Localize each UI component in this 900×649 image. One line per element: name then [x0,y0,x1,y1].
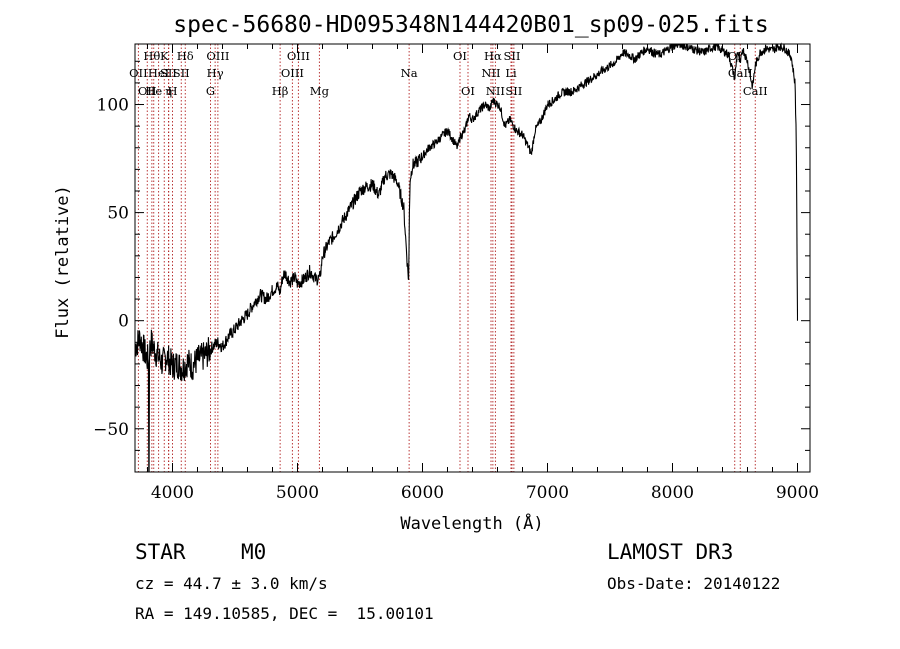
spectral-line-label: SII [504,49,521,63]
y-tick-label: 0 [118,312,129,332]
survey-name: LAMOST DR3 [607,540,734,564]
spectral-line-label: SII [505,84,522,98]
spectral-line-label: OIII [206,49,229,63]
x-tick-label: 7000 [526,483,569,503]
spectral-line-label: Hθ [143,49,160,63]
spectral-line-label: OI [461,84,475,98]
spectral-line-label: η [165,84,172,98]
spectral-line-label: OIII [281,66,304,80]
spectral-line-label: He [145,84,162,98]
y-axis-ticks: −50 0 50 100 [93,60,810,451]
spectral-line-label: OII [129,66,148,80]
coordinates: RA = 149.10585, DEC = 15.00101 [135,604,434,623]
spectral-line-label: OII [138,84,157,98]
spectral-line-label: Hδ [177,49,194,63]
spectral-line-label: Mg [310,84,330,98]
y-tick-label: 100 [97,96,129,116]
spectral-line-label: H [167,84,177,98]
x-axis-label: Wavelength (Å) [400,512,543,534]
spectral-line-label: SII [160,66,177,80]
spectral-line-label: Hγ [207,66,224,80]
spectral-line-label: OIII [287,49,310,63]
x-tick-label: 6000 [401,483,444,503]
spectral-line-label: NII [486,84,505,98]
x-axis-ticks: 4000 5000 6000 7000 8000 9000 [147,44,819,503]
spectral-line-label: Hα [484,49,502,63]
redshift-velocity: cz = 44.7 ± 3.0 km/s [135,574,328,593]
observation-date: Obs-Date: 20140122 [607,574,781,593]
x-tick-label: 9000 [776,483,819,503]
spectral-line-label: NII [481,66,500,80]
spectral-line-labels: OIIOIIHθHeHeIKηSIIHSIIHδGHγOIIIHβOIIIOII… [129,49,768,98]
spectral-line-label: Na [401,66,418,80]
spectral-line-label: HeI [148,66,169,80]
spectrum-line [135,44,797,472]
spectral-line-label: K [160,49,169,63]
object-class: STAR [135,540,186,564]
subclass: M0 [241,540,267,564]
spectral-line-label: OI [453,49,467,63]
spectral-line-label: CaII [743,84,768,98]
y-axis-label: Flux (relative) [53,185,73,339]
plot-frame [134,43,811,473]
spectral-line-label: SII [173,66,190,80]
spectral-line-label: G [206,84,215,98]
x-tick-label: 8000 [651,483,694,503]
x-tick-label: 5000 [276,483,319,503]
spectral-line-label: OI [728,49,742,63]
x-tick-label: 4000 [151,483,194,503]
y-tick-label: −50 [93,420,129,440]
spectral-line-label: Li [505,66,517,80]
chart-title: spec-56680-HD095348N144420B01_sp09-025.f… [173,12,768,38]
y-tick-label: 50 [107,204,129,224]
spectral-line-markers [137,44,756,472]
spectral-line-label: Hβ [272,84,289,98]
